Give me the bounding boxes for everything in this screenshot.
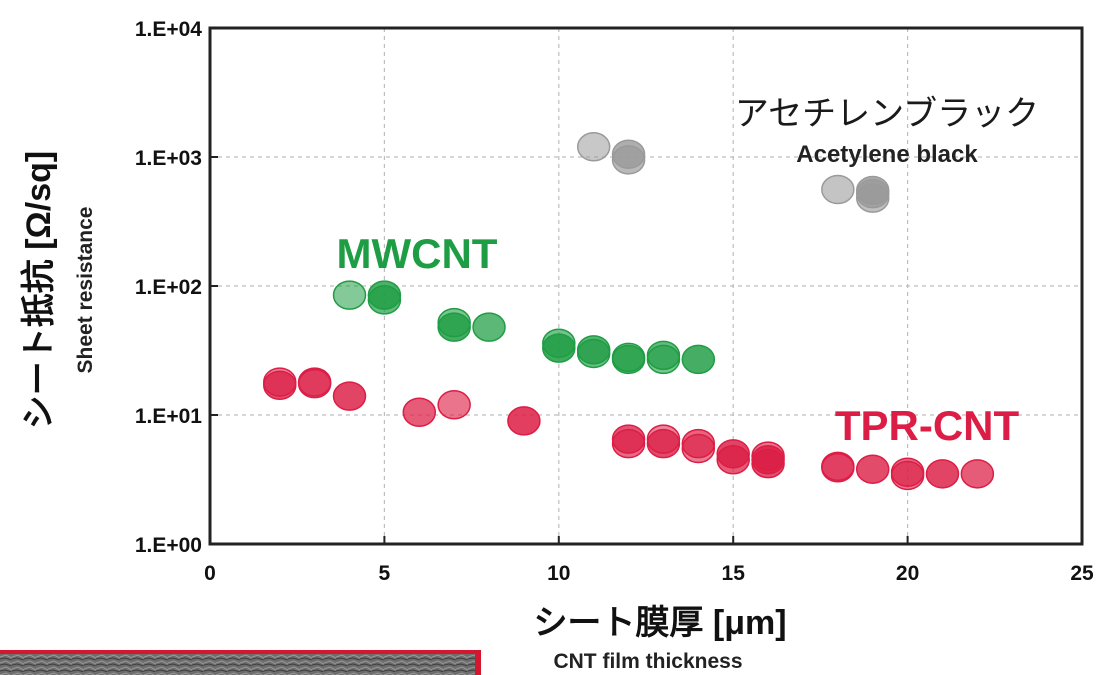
cnt-film-image-strip xyxy=(0,650,481,675)
tpr-cnt-point xyxy=(716,444,750,475)
mwcnt-point xyxy=(367,285,402,315)
tpr-cnt-point xyxy=(263,370,297,401)
acetylene-black-point xyxy=(821,174,855,205)
tpr-cnt-point xyxy=(751,448,785,479)
acetylene-black-point xyxy=(611,145,646,175)
x-tick-label: 15 xyxy=(722,562,746,585)
y-axis-sublabel: Sheet resistance xyxy=(74,207,97,374)
y-tick-label: 1.E+01 xyxy=(135,405,202,428)
mwcnt-point xyxy=(437,312,471,342)
mwcnt-point xyxy=(611,344,646,375)
y-tick-label: 1.E+04 xyxy=(135,18,202,41)
tpr-cnt-point xyxy=(681,433,716,464)
mwcnt-point xyxy=(472,312,506,342)
tpr-cnt-point xyxy=(890,460,925,491)
y-tick-label: 1.E+03 xyxy=(135,147,202,170)
mwcnt-label: MWCNT xyxy=(337,230,498,277)
data-points xyxy=(263,132,995,491)
tpr-cnt-point xyxy=(332,381,367,411)
tpr-cnt-point xyxy=(646,428,681,459)
mwcnt-point xyxy=(646,344,681,375)
tpr-cnt-point xyxy=(402,397,437,428)
tpr-cnt-point xyxy=(855,454,890,484)
acetylene-black-point xyxy=(855,183,890,213)
tick-labels: 1.E+00 1.E+01 1.E+02 1.E+03 1.E+04 0 5 10 15 20 25 xyxy=(135,18,1094,585)
acetylene-black-sublabel: Acetylene black xyxy=(796,141,978,168)
x-axis-label: シート膜厚 [μm] xyxy=(533,604,786,642)
tpr-cnt-point xyxy=(925,459,960,489)
acetylene-black-label: アセチレンブラック xyxy=(735,95,1039,133)
mwcnt-point xyxy=(681,344,716,375)
x-axis-sublabel: CNT film thickness xyxy=(553,650,742,673)
x-tick-label: 0 xyxy=(204,562,216,585)
tpr-cnt-point xyxy=(297,368,332,399)
x-tick-label: 10 xyxy=(547,562,570,585)
x-tick-label: 25 xyxy=(1070,562,1094,585)
y-tick-label: 1.E+02 xyxy=(135,276,202,299)
x-tick-label: 20 xyxy=(896,562,919,585)
tpr-cnt-point xyxy=(821,453,855,483)
tpr-cnt-point xyxy=(960,459,995,489)
tpr-cnt-point xyxy=(507,406,541,436)
tpr-cnt-point xyxy=(611,428,646,459)
x-tick-label: 5 xyxy=(379,562,391,585)
mwcnt-point xyxy=(542,333,576,363)
tpr-cnt-point xyxy=(437,390,471,420)
mwcnt-point xyxy=(576,338,611,369)
y-axis-label: シート抵抗 [Ω/sq] xyxy=(19,151,58,429)
mwcnt-point xyxy=(332,280,367,310)
y-tick-label: 1.E+00 xyxy=(135,534,202,557)
acetylene-black-point xyxy=(576,132,611,162)
tpr-cnt-label: TPR-CNT xyxy=(835,402,1020,449)
